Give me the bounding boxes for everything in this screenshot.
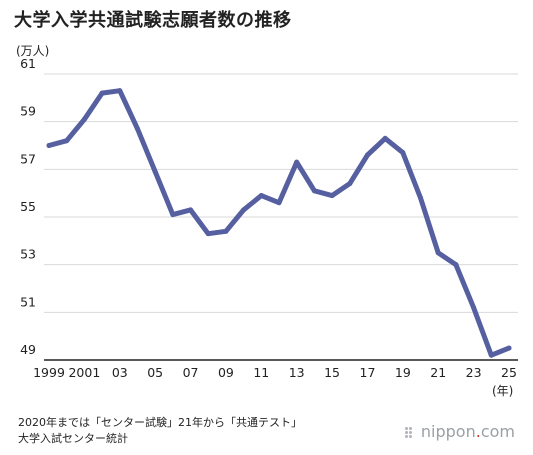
data-point — [294, 159, 300, 165]
data-point — [364, 152, 370, 158]
x-tick-label: 09 — [218, 365, 234, 380]
x-tick-labels: 1999 2001 03 05 07 09 11 13 15 17 19 21 23 25 — [33, 365, 517, 380]
chart-title: 大学入学共通試験志願者数の推移 — [14, 10, 292, 31]
applicants-line — [46, 88, 512, 358]
line-chart: (万人) 49 51 53 55 57 59 61 1999 2001 03 05 07 09 11 13… — [16, 44, 518, 398]
source-note-line1: 2020年までは「センター試験」21年から「共通テスト」 — [18, 416, 302, 429]
data-point — [471, 305, 477, 311]
nippon-logo-icon — [404, 426, 415, 438]
y-tick-label: 53 — [20, 247, 36, 262]
y-axis-unit-label: (万人) — [16, 44, 49, 58]
x-tick-label: 07 — [183, 365, 199, 380]
data-point — [134, 126, 140, 132]
y-tick-label: 49 — [20, 342, 36, 357]
data-point — [276, 200, 282, 206]
x-tick-label: 03 — [112, 365, 128, 380]
x-tick-label: 2001 — [68, 365, 100, 380]
x-tick-label: 05 — [147, 365, 163, 380]
y-tick-label: 57 — [20, 151, 36, 166]
x-axis-unit-label: (年) — [492, 384, 513, 398]
data-point — [170, 212, 176, 218]
y-tick-label: 55 — [20, 199, 36, 214]
data-point — [453, 262, 459, 268]
data-point — [400, 150, 406, 156]
x-tick-label: 15 — [324, 365, 340, 380]
data-point — [223, 228, 229, 234]
data-point — [506, 345, 512, 351]
data-point — [241, 207, 247, 213]
data-point — [382, 135, 388, 141]
data-point — [347, 181, 353, 187]
data-point — [46, 143, 52, 148]
data-point — [99, 90, 105, 96]
data-point — [418, 195, 424, 201]
data-point — [64, 138, 70, 144]
x-tick-label: 23 — [466, 365, 482, 380]
x-tick-label: 17 — [360, 365, 376, 380]
x-tick-label: 11 — [253, 365, 269, 380]
data-point — [205, 231, 211, 237]
data-point — [188, 207, 194, 213]
y-tick-label: 51 — [20, 294, 36, 309]
y-tick-label: 59 — [20, 104, 36, 119]
data-points — [46, 88, 512, 358]
x-tick-label: 13 — [289, 365, 305, 380]
grid-lines — [44, 73, 518, 361]
data-point — [81, 116, 87, 122]
data-point — [258, 193, 264, 199]
y-tick-label: 61 — [20, 56, 36, 71]
x-tick-label: 21 — [430, 365, 446, 380]
x-tick-label: 25 — [501, 365, 517, 380]
data-point — [435, 250, 441, 256]
x-tick-label: 1999 — [33, 365, 65, 380]
y-tick-labels: 49 51 53 55 57 59 61 — [20, 56, 36, 357]
source-note-line2: 大学入試センター統計 — [18, 432, 128, 445]
data-point — [329, 193, 335, 199]
data-point — [152, 169, 158, 175]
data-point — [311, 188, 317, 194]
data-point — [488, 352, 494, 358]
brand-text: nippon.com — [420, 422, 515, 441]
nippon-com-logo[interactable]: nippon.com — [404, 422, 515, 441]
x-tick-label: 19 — [395, 365, 411, 380]
data-point — [117, 88, 123, 94]
